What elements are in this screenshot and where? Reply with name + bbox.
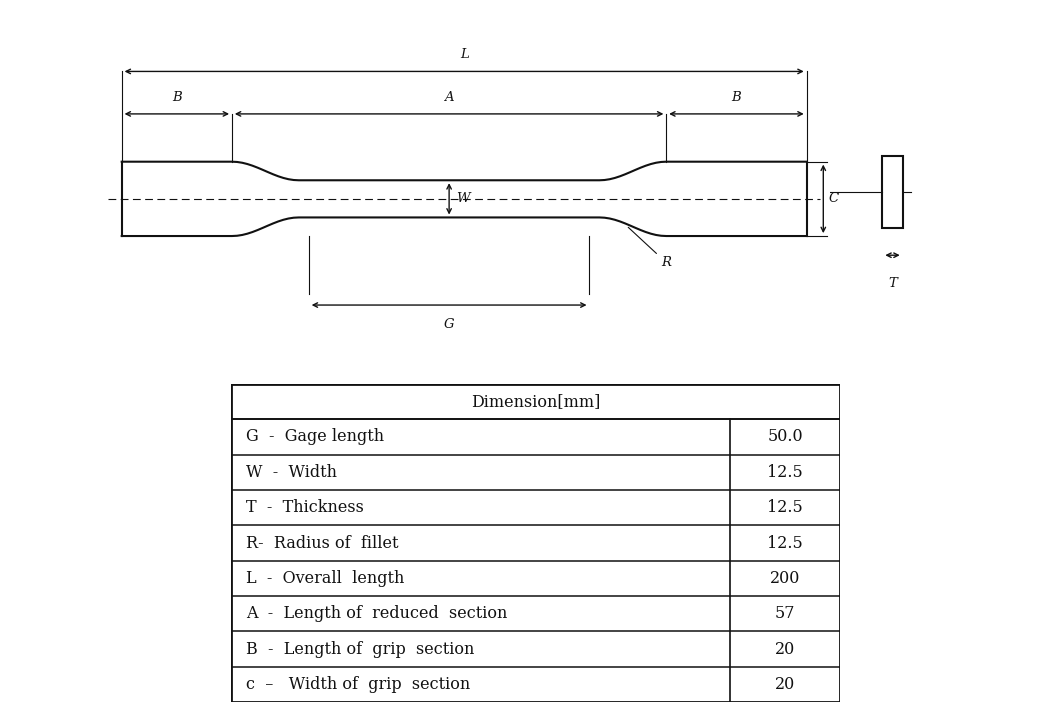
Text: G: G xyxy=(444,319,455,332)
Text: R-  Radius of  fillet: R- Radius of fillet xyxy=(246,534,399,552)
Text: 20: 20 xyxy=(775,676,795,693)
Text: 200: 200 xyxy=(770,570,800,587)
Text: B: B xyxy=(732,91,741,104)
Text: c  –   Width of  grip  section: c – Width of grip section xyxy=(246,676,470,693)
Text: 50.0: 50.0 xyxy=(768,429,803,445)
Text: C: C xyxy=(828,193,839,206)
Text: Dimension[mm]: Dimension[mm] xyxy=(470,393,601,410)
Text: 57: 57 xyxy=(775,605,796,623)
Text: W  -  Width: W - Width xyxy=(246,463,337,481)
Text: 20: 20 xyxy=(775,641,795,657)
Text: R: R xyxy=(628,227,671,269)
Text: L  -  Overall  length: L - Overall length xyxy=(246,570,404,587)
Text: L: L xyxy=(460,48,468,61)
Text: B  -  Length of  grip  section: B - Length of grip section xyxy=(246,641,475,657)
Text: W: W xyxy=(456,193,469,206)
Bar xyxy=(882,156,903,228)
Text: A  -  Length of  reduced  section: A - Length of reduced section xyxy=(246,605,507,623)
Text: 12.5: 12.5 xyxy=(768,499,803,516)
Text: A: A xyxy=(444,91,454,104)
Text: T: T xyxy=(888,277,897,290)
Text: G  -  Gage length: G - Gage length xyxy=(246,429,384,445)
Text: B: B xyxy=(172,91,182,104)
Text: 12.5: 12.5 xyxy=(768,463,803,481)
Text: 12.5: 12.5 xyxy=(768,534,803,552)
Text: T  -  Thickness: T - Thickness xyxy=(246,499,364,516)
